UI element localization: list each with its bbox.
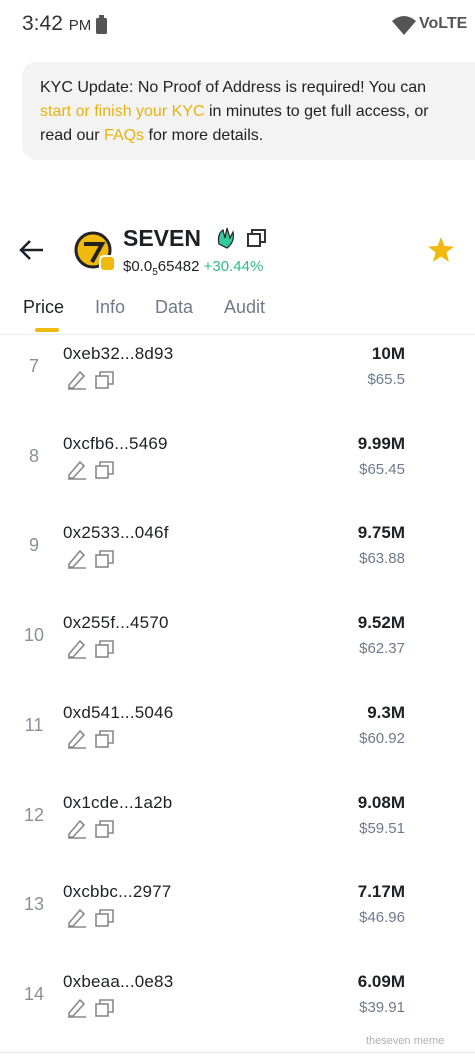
wifi-icon: [392, 16, 416, 35]
price-change: +30.44%: [203, 258, 264, 275]
rank: 12: [23, 804, 45, 825]
kyc-banner[interactable]: [22, 62, 475, 160]
watermark: theseven meme: [366, 1035, 445, 1047]
usd-value: $63.88: [359, 550, 405, 568]
token-price: $0.0565482 +30.44%: [123, 258, 263, 278]
network: VoLTE: [419, 15, 468, 32]
back-button[interactable]: [18, 238, 46, 262]
divider: [0, 334, 475, 335]
holder-row[interactable]: 14 0xbeaa...0e83 6.09M $39.91: [0, 968, 475, 1058]
tab[interactable]: Price: [23, 297, 65, 317]
rank: 14: [23, 983, 45, 1004]
usd-value: $65.45: [359, 460, 405, 478]
amount: 9.52M: [357, 613, 405, 633]
usd-value: $60.92: [359, 729, 405, 747]
holder-row[interactable]: 13 0xcbbc...2977 7.17M $46.96: [0, 878, 475, 968]
row-actions: [66, 458, 122, 485]
address: 0xd541...5046: [63, 702, 174, 722]
rank: 10: [23, 625, 45, 646]
banner-text: KYC Update: No Proof of Address is requi…: [40, 76, 475, 148]
rank: 13: [23, 894, 45, 915]
holder-row[interactable]: 7 0xeb32...8d93 10M $65.5: [0, 340, 475, 430]
holder-row[interactable]: 11 0xd541...5046 9.3M $60.92: [0, 699, 475, 789]
holder-row[interactable]: 12 0x1cde...1a2b 9.08M $59.51: [0, 789, 475, 879]
favorite-star[interactable]: [427, 236, 455, 264]
banner-line: read our: [40, 127, 105, 144]
amount: 6.09M: [357, 971, 405, 991]
token-icons: [217, 227, 266, 249]
usd-value: $46.96: [359, 909, 405, 927]
address: 0x2533...046f: [63, 523, 169, 543]
banner-line: in minutes to get full access, or: [204, 103, 429, 120]
rank: 8: [28, 445, 39, 466]
amount: 10M: [371, 344, 405, 363]
holder-row[interactable]: 10 0x255f...4570 9.52M $62.37: [0, 609, 475, 699]
rank: 7: [28, 356, 39, 376]
tab[interactable]: Info: [95, 297, 126, 317]
rank: 9: [28, 535, 39, 556]
row-actions: [66, 368, 122, 395]
row-actions: [66, 817, 122, 844]
kyc-link[interactable]: start or finish your KYC: [40, 103, 205, 120]
banner-line: KYC Update: No Proof of Address is requi…: [40, 79, 427, 96]
address: 0x255f...4570: [63, 613, 169, 633]
address: 0xcfb6...5469: [63, 433, 168, 453]
status-time: 3:42 PM: [22, 12, 91, 36]
usd-value: $59.51: [359, 819, 405, 837]
row-actions: [66, 727, 122, 754]
amount: 9.3M: [367, 702, 405, 722]
token-name: SEVEN: [123, 225, 201, 251]
usd-value: $62.37: [359, 640, 405, 658]
row-actions: [66, 547, 122, 574]
holder-row[interactable]: 9 0x2533...046f 9.75M $63.88: [0, 519, 475, 609]
row-actions: [66, 906, 122, 933]
address: 0xcbbc...2977: [63, 882, 172, 902]
usd-value: $65.5: [367, 371, 405, 388]
time: 3:42: [22, 12, 63, 35]
rank: 11: [24, 714, 44, 735]
amount: 7.17M: [357, 882, 405, 902]
token-logo: [74, 231, 116, 272]
price: 65482: [157, 258, 200, 275]
price: $0.0: [123, 258, 153, 275]
banner-line: for more details.: [144, 127, 264, 144]
amount: 9.99M: [357, 433, 405, 453]
address: 0xeb32...8d93: [63, 344, 174, 363]
row-actions: [66, 637, 122, 664]
faq-link[interactable]: FAQs: [104, 127, 145, 144]
tab[interactable]: Data: [155, 297, 194, 317]
ampm: PM: [68, 17, 92, 34]
holder-row[interactable]: 8 0xcfb6...5469 9.99M $65.45: [0, 430, 475, 520]
amount: 9.75M: [357, 523, 405, 543]
address: 0xbeaa...0e83: [63, 971, 174, 991]
amount: 9.08M: [357, 792, 405, 812]
row-actions: [66, 996, 122, 1023]
bottom-divider: [0, 1052, 475, 1053]
tab[interactable]: Audit: [224, 297, 266, 317]
price-zeros: 5: [152, 267, 158, 278]
tab-indicator: [35, 328, 59, 332]
address: 0x1cde...1a2b: [63, 792, 173, 812]
usd-value: $39.91: [359, 998, 405, 1016]
battery-icon: [96, 15, 107, 34]
